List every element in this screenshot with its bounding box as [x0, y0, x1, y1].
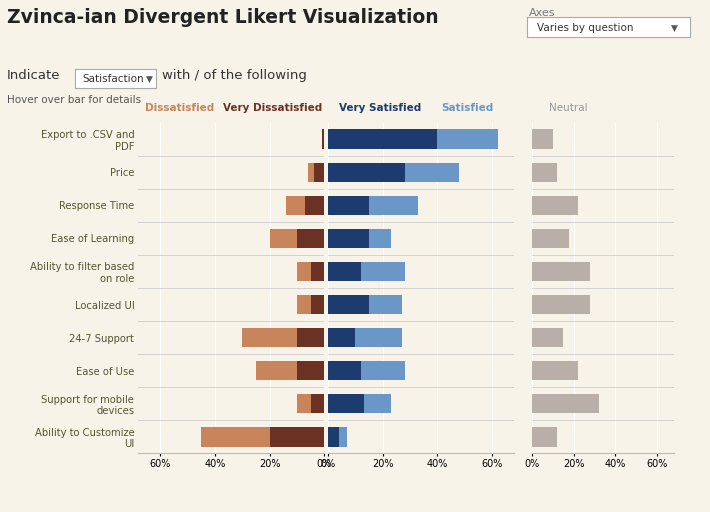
Bar	[532, 394, 599, 414]
Text: Satisfaction: Satisfaction	[82, 74, 144, 84]
Text: Axes: Axes	[529, 8, 555, 18]
Bar	[297, 262, 311, 282]
Bar	[328, 360, 361, 380]
Text: Satisfied: Satisfied	[442, 103, 493, 113]
Text: Varies by question: Varies by question	[537, 23, 633, 33]
Bar	[532, 294, 590, 314]
Text: Neutral: Neutral	[549, 103, 587, 113]
Bar	[532, 360, 578, 380]
Text: Hover over bar for details: Hover over bar for details	[7, 95, 141, 105]
Bar	[270, 426, 324, 446]
Bar	[532, 262, 590, 282]
Bar	[256, 360, 297, 380]
Bar	[286, 196, 305, 216]
Bar	[202, 426, 270, 446]
Bar	[328, 228, 369, 248]
Text: with / of the following: with / of the following	[162, 69, 307, 82]
Bar	[297, 360, 324, 380]
Bar	[328, 196, 369, 216]
Bar	[328, 262, 361, 282]
Bar	[532, 228, 569, 248]
Text: Indicate: Indicate	[7, 69, 60, 82]
Bar	[532, 162, 557, 182]
Bar	[328, 130, 437, 150]
Bar	[297, 294, 311, 314]
Text: Zvinca-ian Divergent Likert Visualization: Zvinca-ian Divergent Likert Visualizatio…	[7, 8, 439, 27]
Bar	[361, 360, 405, 380]
Bar	[311, 262, 324, 282]
Text: ▼: ▼	[146, 75, 153, 84]
Text: ▼: ▼	[670, 24, 677, 33]
Bar	[308, 162, 314, 182]
Bar	[297, 394, 311, 414]
Bar	[242, 328, 297, 348]
Bar	[328, 426, 339, 446]
Text: Dissatisfied: Dissatisfied	[145, 103, 214, 113]
Bar	[328, 328, 356, 348]
Bar	[356, 328, 402, 348]
Bar	[314, 162, 324, 182]
Bar	[305, 196, 324, 216]
Bar	[297, 228, 324, 248]
Bar	[369, 196, 418, 216]
Bar	[339, 426, 347, 446]
Bar	[437, 130, 498, 150]
Bar	[532, 130, 552, 150]
Bar	[405, 162, 459, 182]
Bar	[311, 394, 324, 414]
Bar	[328, 394, 364, 414]
Bar	[311, 294, 324, 314]
Bar	[369, 294, 402, 314]
Bar	[532, 196, 578, 216]
Bar	[270, 228, 297, 248]
Bar	[361, 262, 405, 282]
Text: Very Satisfied: Very Satisfied	[339, 103, 421, 113]
Text: Very Dissatisfied: Very Dissatisfied	[223, 103, 322, 113]
Bar	[532, 426, 557, 446]
Bar	[297, 328, 324, 348]
Bar	[322, 130, 324, 150]
Bar	[364, 394, 391, 414]
Bar	[532, 328, 563, 348]
Bar	[328, 162, 405, 182]
Bar	[369, 228, 391, 248]
Bar	[328, 294, 369, 314]
